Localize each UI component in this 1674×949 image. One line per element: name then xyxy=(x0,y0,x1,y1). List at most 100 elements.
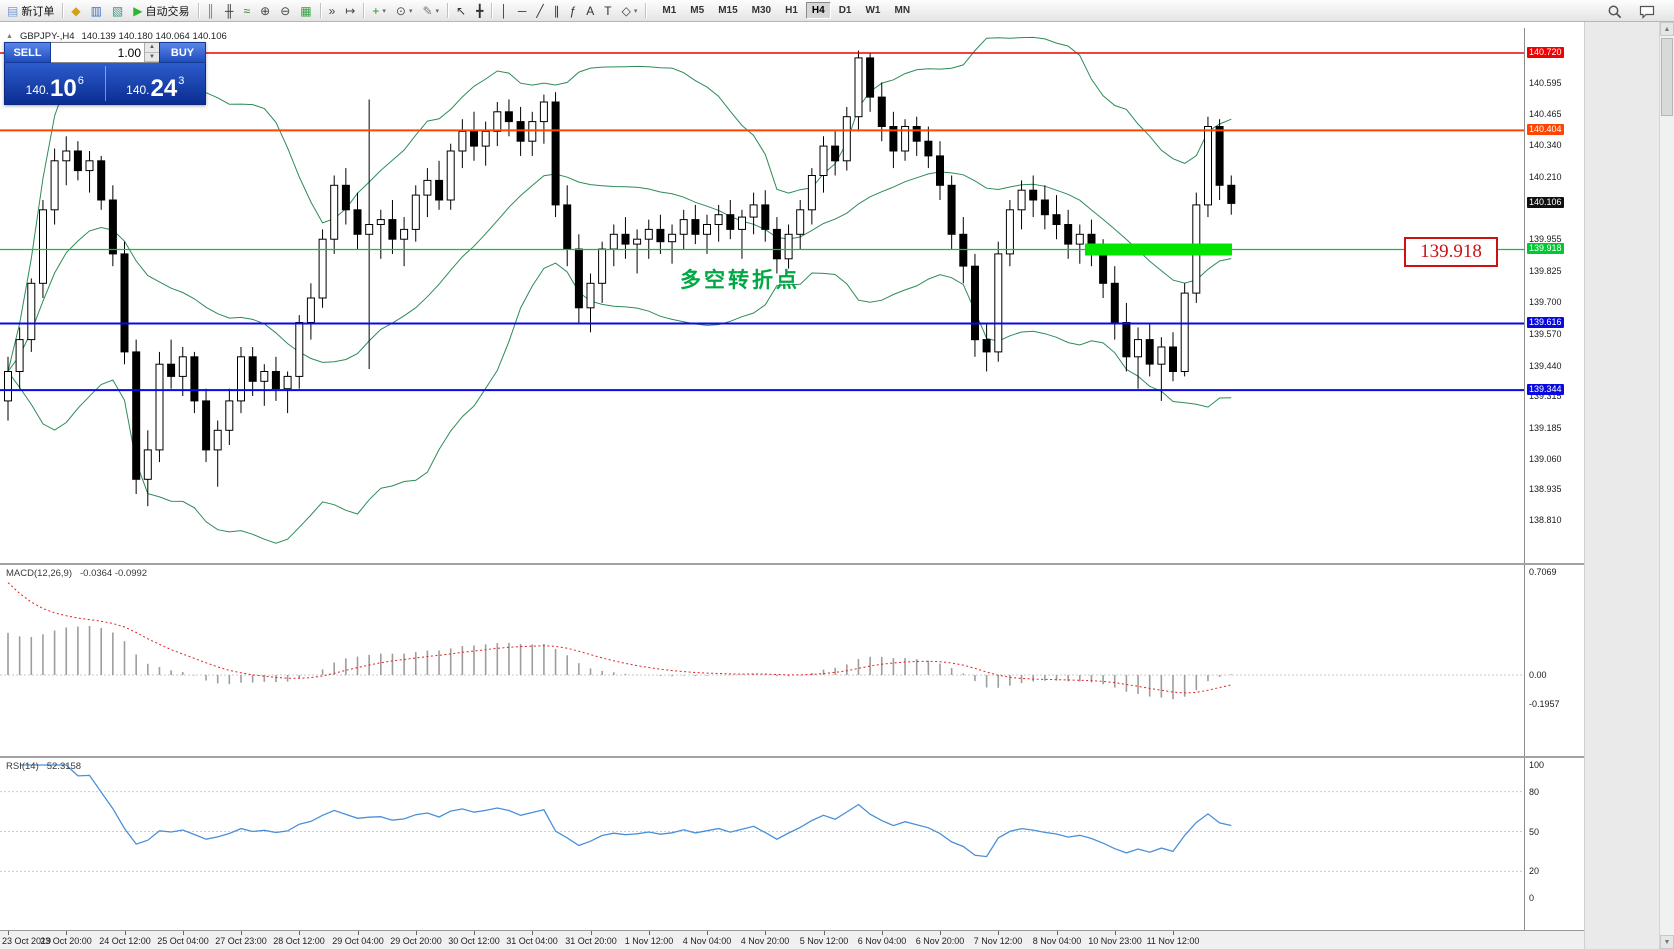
zoom-out-button[interactable]: ⊖ xyxy=(275,0,295,21)
line-chart-icon: ≈ xyxy=(243,3,251,18)
dropdown-arrow-icon: ▾ xyxy=(633,7,638,15)
macd-scale-label: 0.7069 xyxy=(1529,567,1557,577)
vertical-line-button[interactable]: │ xyxy=(495,0,513,21)
timeframe-button-m1[interactable]: M1 xyxy=(662,5,677,16)
market-watch-button[interactable]: ▥ xyxy=(86,0,107,21)
panel-separator[interactable] xyxy=(0,756,1584,758)
horizontal-line-button[interactable]: ─ xyxy=(513,0,532,21)
timeframe-button-mn[interactable]: MN xyxy=(894,5,911,16)
time-label: 29 Oct 20:00 xyxy=(390,936,442,946)
panel-separator[interactable] xyxy=(0,563,1584,565)
cursor-button[interactable]: ↖ xyxy=(451,0,471,21)
crosshair-button[interactable]: ╋ xyxy=(471,0,488,21)
channel-button[interactable]: ∥ xyxy=(549,0,565,21)
market-watch-icon: ▥ xyxy=(90,3,102,18)
macd-header: MACD(12,26,9) -0.0364 -0.0992 xyxy=(6,568,147,579)
time-axis[interactable]: 23 Oct 2019 23 Oct 20:00 24 Oct 12:00 25 Oc… xyxy=(0,930,1584,949)
toolbar-right xyxy=(1602,1,1660,22)
timeframe-button-d1[interactable]: D1 xyxy=(838,5,852,16)
rsi-scale-label: 50 xyxy=(1529,827,1540,837)
dropdown-arrow-icon: ▾ xyxy=(382,7,386,15)
periods-button[interactable]: ⊙ ▾ xyxy=(391,0,418,21)
new-chart-button[interactable]: ▦ xyxy=(295,0,316,21)
price-callout[interactable]: 139.918 xyxy=(1404,237,1498,267)
expert-advisors-button[interactable]: ◆ xyxy=(66,0,85,21)
timeframe-button-w1[interactable]: W1 xyxy=(865,5,881,16)
time-label: 7 Nov 12:00 xyxy=(973,936,1023,946)
add-indicator-icon: + xyxy=(372,3,380,18)
macd-axis[interactable]: 0.7069 0.00 -0.1957 xyxy=(1524,565,1584,756)
chat-button[interactable] xyxy=(1634,1,1660,22)
time-tick xyxy=(882,931,883,935)
auto-scroll-button[interactable]: » xyxy=(324,0,341,21)
text-label-button[interactable]: T xyxy=(599,0,616,21)
rsi-axis[interactable]: 100 80 50 20 0 xyxy=(1524,758,1584,930)
timeframe-button-m15[interactable]: M15 xyxy=(718,5,738,16)
toolbar-buttons: ▤ 新订单 ◆ ▥ ▧ ▶ 自动交易 ║ ╫ ≈ ⊕ ⊖ ▦» ↦ + ▾ ⊙ ▾ ✎ ▾ ↖ ╋ │ ─ ╱ ∥ ƒ A T ◇ ▾ xyxy=(2,0,649,22)
trendline-button[interactable]: ╱ xyxy=(531,0,548,21)
chat-icon xyxy=(1639,5,1655,19)
fibonacci-icon: ƒ xyxy=(569,3,577,18)
main-chart[interactable]: ▲ GBPJPY-,H4 140.139 140.180 140.064 140… xyxy=(0,28,1524,563)
price-label-plain: 139.315 xyxy=(1529,391,1562,401)
scroll-up-icon[interactable]: ▲ xyxy=(1660,22,1674,36)
navigator-button[interactable]: ▧ xyxy=(107,0,128,21)
sell-price-prefix: 140. xyxy=(25,83,50,97)
toolbar-separator xyxy=(363,3,365,18)
time-label: 1 Nov 12:00 xyxy=(624,936,674,946)
scroll-down-icon[interactable]: ▼ xyxy=(1660,935,1674,949)
time-tick xyxy=(532,931,533,935)
zoom-in-button[interactable]: ⊕ xyxy=(255,0,275,21)
timeframe-button-h4[interactable]: H4 xyxy=(805,2,831,19)
buy-price[interactable]: 140. 24 3 xyxy=(106,63,206,104)
price-label-plain: 139.570 xyxy=(1529,329,1562,339)
rsi-scale-label: 20 xyxy=(1529,866,1540,876)
time-tick xyxy=(765,931,766,935)
spinner-down-icon[interactable]: ▼ xyxy=(145,52,159,62)
macd-label: MACD(12,26,9) xyxy=(6,568,72,579)
price-label-plain: 139.440 xyxy=(1529,361,1562,371)
volume-spinner[interactable]: ▲ ▼ xyxy=(144,43,159,62)
volume-value: 1.00 xyxy=(117,45,141,60)
search-button[interactable] xyxy=(1602,1,1628,22)
new-order-button[interactable]: ▤ 新订单 xyxy=(2,0,59,21)
candlestick-button[interactable]: ╫ xyxy=(220,0,239,21)
macd-panel[interactable]: MACD(12,26,9) -0.0364 -0.0992 xyxy=(0,565,1524,756)
expert-advisors-icon: ◆ xyxy=(71,3,81,18)
price-label-blue: 139.344 xyxy=(1527,384,1564,395)
sell-price[interactable]: 140. 10 6 xyxy=(5,63,105,104)
line-chart-button[interactable]: ≈ xyxy=(239,0,256,21)
sell-price-sup: 6 xyxy=(77,75,84,87)
spinner-up-icon[interactable]: ▲ xyxy=(145,43,159,53)
bar-chart-button[interactable]: ║ xyxy=(202,0,221,21)
templates-button[interactable]: ✎ ▾ xyxy=(417,0,444,21)
time-label: 28 Oct 12:00 xyxy=(273,936,325,946)
arrows-button[interactable]: ◇ ▾ xyxy=(617,0,643,21)
buy-button[interactable]: BUY xyxy=(159,42,206,63)
timeframe-button-m5[interactable]: M5 xyxy=(690,5,705,16)
price-label-plain: 139.955 xyxy=(1529,234,1562,244)
price-axis[interactable]: 140.720 140.595 140.465 140.404 140.340 140.2… xyxy=(1524,28,1584,563)
timeframe-button-m30[interactable]: M30 xyxy=(751,5,772,16)
zoom-in-icon: ⊕ xyxy=(260,3,271,18)
rsi-panel[interactable]: RSI(14) 52.3158 xyxy=(0,758,1524,930)
trendline-icon: ╱ xyxy=(536,3,544,18)
time-tick xyxy=(241,931,242,935)
volume-input[interactable]: 1.00 ▲ ▼ xyxy=(51,42,159,63)
rsi-scale-label: 100 xyxy=(1529,760,1545,770)
scrollbar-thumb[interactable] xyxy=(1661,38,1673,116)
autotrading-button[interactable]: ▶ 自动交易 xyxy=(128,0,194,21)
sell-button[interactable]: SELL xyxy=(4,42,51,63)
vertical-scrollbar[interactable]: ▲ ▼ xyxy=(1659,22,1674,949)
timeframe-button-h1[interactable]: H1 xyxy=(785,5,798,16)
price-label-plain: 138.935 xyxy=(1529,484,1562,494)
autotrading-button-label: 自动交易 xyxy=(145,5,190,18)
auto-scroll-icon: » xyxy=(328,3,336,18)
text-button[interactable]: A xyxy=(581,0,599,21)
add-indicator-button[interactable]: + ▾ xyxy=(367,0,391,21)
one-click-trading-panel: SELL 1.00 ▲ ▼ BUY 140. 10 6 xyxy=(4,42,206,105)
rsi-scale-label: 0 xyxy=(1529,893,1535,903)
chart-shift-button[interactable]: ↦ xyxy=(340,0,360,21)
rsi-value: 52.3158 xyxy=(46,761,82,772)
fibonacci-button[interactable]: ƒ xyxy=(565,0,582,21)
